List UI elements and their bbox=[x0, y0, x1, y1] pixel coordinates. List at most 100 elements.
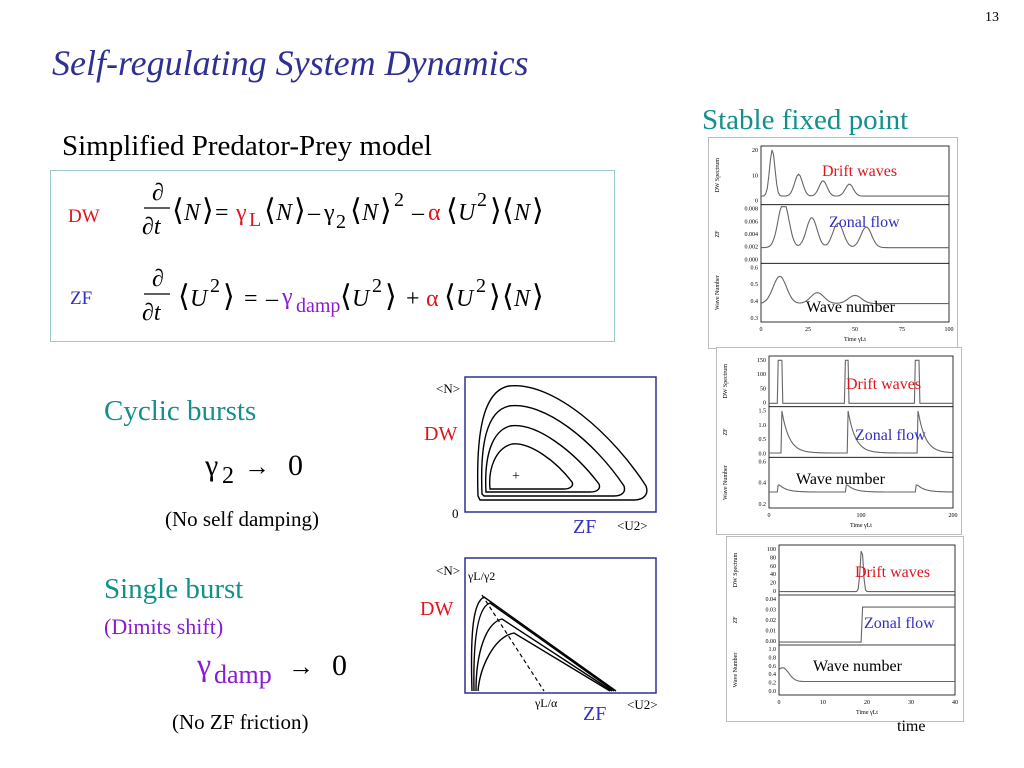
svg-text:L: L bbox=[249, 209, 261, 231]
y-tick-label: 1.0 bbox=[769, 647, 777, 653]
cyclic-bursts-heading: Cyclic bursts bbox=[104, 395, 257, 427]
svg-text:N: N bbox=[275, 200, 294, 226]
zf-equation-label: ZF bbox=[70, 288, 93, 309]
x-tick-label: 20 bbox=[864, 700, 870, 706]
y-tick-label: 0 bbox=[763, 401, 766, 407]
y-tick-label: 0.5 bbox=[759, 437, 767, 443]
svg-text:N: N bbox=[513, 200, 532, 226]
svg-text:U: U bbox=[190, 286, 209, 312]
svg-text:U: U bbox=[352, 286, 371, 312]
time-panel-cyclic: DW Spectrum ZF Wave Number 150 100 50 0 1.5 1.0 0… bbox=[716, 347, 962, 535]
trace-line bbox=[769, 359, 953, 404]
svg-text:⟩: ⟩ bbox=[202, 194, 214, 227]
dimits-shift-subheading: (Dimits shift) bbox=[104, 614, 224, 639]
single-burst-heading: Single burst bbox=[104, 573, 244, 605]
dw-equation-label: DW bbox=[68, 206, 100, 227]
predator-prey-equations: ∂ ∂t ⟨ N ⟩ = γ L ⟨ N ⟩ – γ 2 ⟨ N ⟩ 2 – α… bbox=[142, 180, 544, 326]
time-panel-stable: DW Spectrum ZF Wave Number 20 10 0 0.008 0.006 0… bbox=[708, 137, 958, 349]
phase2-bottom-annotation: γL/α bbox=[535, 696, 558, 710]
svg-text:∂: ∂ bbox=[152, 266, 164, 292]
svg-text:⟩: ⟩ bbox=[223, 280, 235, 313]
p1-drift-waves-label: Drift waves bbox=[822, 163, 898, 180]
y-tick-label: 0.5 bbox=[751, 282, 759, 288]
svg-text:⟨: ⟨ bbox=[178, 280, 190, 313]
y-tick-label: 0.4 bbox=[769, 672, 777, 678]
svg-text:0: 0 bbox=[288, 449, 303, 482]
stable-fixed-point-label: Stable fixed point bbox=[702, 104, 909, 136]
x-tick-label: 10 bbox=[820, 700, 826, 706]
y-tick-label: 0.00 bbox=[766, 639, 777, 645]
axis-name: ZF bbox=[723, 428, 729, 436]
x-tick-label: 200 bbox=[949, 513, 958, 519]
y-tick-label: 0.002 bbox=[745, 245, 759, 251]
y-tick-label: 0.6 bbox=[769, 664, 777, 670]
phase2-top-annotation: γL/γ2 bbox=[468, 569, 496, 583]
phase-plot-cyclic: + bbox=[464, 376, 657, 513]
x-tick-label: 75 bbox=[899, 327, 905, 333]
y-tick-label: 0.004 bbox=[745, 232, 759, 238]
svg-text:⟨: ⟨ bbox=[446, 194, 458, 227]
svg-text:N: N bbox=[361, 200, 380, 226]
axis-name: ZF bbox=[715, 230, 721, 238]
time-axis-label: Time γLt bbox=[844, 337, 866, 343]
equation-box bbox=[50, 170, 615, 342]
svg-text:damp: damp bbox=[296, 295, 340, 317]
slide-title: Self-regulating System Dynamics bbox=[52, 43, 529, 83]
trace-line bbox=[760, 275, 949, 305]
y-tick-label: 0 bbox=[755, 199, 758, 205]
p3-drift-waves-label: Drift waves bbox=[855, 564, 931, 581]
y-tick-label: 0.000 bbox=[745, 257, 759, 263]
svg-text:⟨: ⟨ bbox=[340, 280, 352, 313]
y-tick-label: 0.4 bbox=[751, 299, 759, 305]
svg-text:0: 0 bbox=[332, 649, 347, 682]
svg-text:⟩: ⟩ bbox=[294, 194, 306, 227]
y-tick-label: 0.3 bbox=[751, 316, 759, 322]
panel-frame bbox=[778, 544, 956, 696]
y-tick-label: 10 bbox=[752, 173, 758, 179]
svg-text:2: 2 bbox=[222, 463, 234, 489]
y-tick-label: 0.6 bbox=[751, 265, 759, 271]
svg-text:γ: γ bbox=[323, 200, 335, 226]
y-tick-label: 60 bbox=[770, 564, 776, 570]
time-label: time bbox=[897, 718, 926, 735]
p3-wave-number-label: Wave number bbox=[813, 658, 902, 675]
y-tick-label: 0.006 bbox=[745, 219, 759, 225]
trace-line bbox=[779, 606, 955, 643]
x-tick-label: 25 bbox=[805, 327, 811, 333]
phase1-x-label: <U2> bbox=[617, 518, 648, 533]
svg-text:α: α bbox=[428, 200, 441, 226]
no-self-damping-note: (No self damping) bbox=[165, 507, 319, 531]
page-number: 13 bbox=[985, 10, 999, 25]
p2-zonal-flow-label: Zonal flow bbox=[855, 427, 926, 444]
svg-text:⟩: ⟩ bbox=[490, 194, 502, 227]
svg-text:2: 2 bbox=[336, 211, 346, 233]
svg-text:γ: γ bbox=[196, 646, 211, 682]
svg-text:=: = bbox=[244, 286, 258, 312]
y-tick-label: 0.6 bbox=[759, 459, 767, 465]
zf-equation: ∂ ∂t ⟨ U 2 ⟩ = – γ damp ⟨ U 2 ⟩ + α ⟨ U … bbox=[142, 266, 544, 326]
svg-text:∂t: ∂t bbox=[142, 214, 162, 240]
y-tick-label: 150 bbox=[757, 358, 766, 364]
phase1-dw-label: DW bbox=[424, 423, 458, 445]
y-tick-label: 50 bbox=[760, 386, 766, 392]
dw-equation: ∂ ∂t ⟨ N ⟩ = γ L ⟨ N ⟩ – γ 2 ⟨ N ⟩ 2 – α… bbox=[142, 180, 544, 240]
y-tick-label: 0.4 bbox=[759, 481, 767, 487]
no-zf-friction-note: (No ZF friction) bbox=[172, 710, 309, 734]
y-tick-label: 40 bbox=[770, 572, 776, 578]
svg-text:–: – bbox=[307, 200, 321, 226]
svg-text:⟩: ⟩ bbox=[489, 280, 501, 313]
svg-text:–: – bbox=[411, 200, 425, 226]
x-tick-label: 30 bbox=[908, 700, 914, 706]
axis-name: ZF bbox=[733, 616, 739, 624]
y-tick-label: 0.008 bbox=[745, 207, 759, 213]
svg-text:U: U bbox=[458, 200, 477, 226]
y-tick-label: 0.0 bbox=[759, 451, 767, 457]
y-tick-label: 1.5 bbox=[759, 409, 767, 415]
trace-line bbox=[769, 410, 953, 454]
y-tick-label: 100 bbox=[757, 372, 766, 378]
svg-text:2: 2 bbox=[476, 275, 486, 297]
panel-frame bbox=[760, 145, 950, 323]
phase2-zf-label: ZF bbox=[583, 703, 607, 725]
y-tick-label: 0.03 bbox=[766, 608, 777, 614]
axis-name: DW Spectrum bbox=[723, 364, 729, 399]
